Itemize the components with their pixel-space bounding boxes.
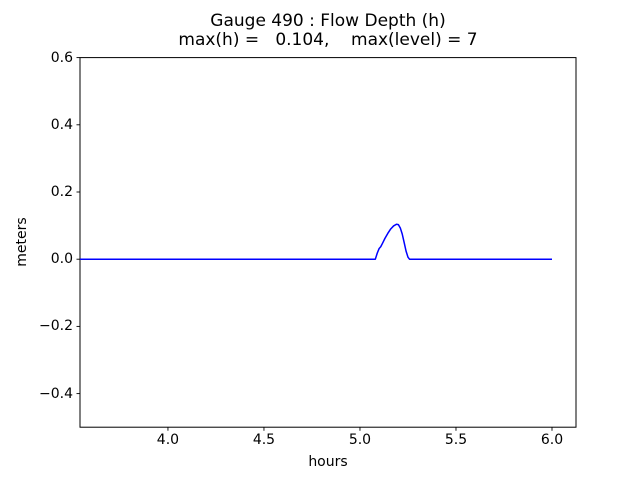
tick-marks (76, 57, 553, 431)
chart-title: Gauge 490 : Flow Depth (h) (210, 11, 446, 31)
x-tick-label-6-0: 6.0 (540, 432, 564, 448)
axes-box (79, 57, 577, 428)
y-tick-label-neg-0-4: −0.4 (39, 385, 73, 402)
y-tick-label-0-2: 0.2 (50, 184, 73, 200)
flow-depth-line (80, 223, 552, 260)
y-tick-label-0-6: 0.6 (50, 49, 73, 66)
x-tick-label-4-5: 4.5 (252, 432, 276, 448)
chart-subtitle: max(h) = 0.104, max(level) = 7 (178, 30, 478, 50)
y-tick-label-neg-0-2: −0.2 (39, 318, 73, 335)
x-axis-label: hours (308, 454, 348, 470)
y-tick-label-0-0: 0.0 (50, 251, 73, 268)
y-tick-label-0-4: 0.4 (50, 116, 73, 133)
x-tick-label-5-5: 5.5 (444, 432, 468, 448)
y-axis-label: meters (14, 217, 30, 267)
x-tick-label-5-0: 5.0 (348, 432, 372, 448)
x-tick-label-4-0: 4.0 (156, 432, 180, 448)
chart-title-block: Gauge 490 : Flow Depth (h) max(h) = 0.10… (80, 12, 576, 50)
